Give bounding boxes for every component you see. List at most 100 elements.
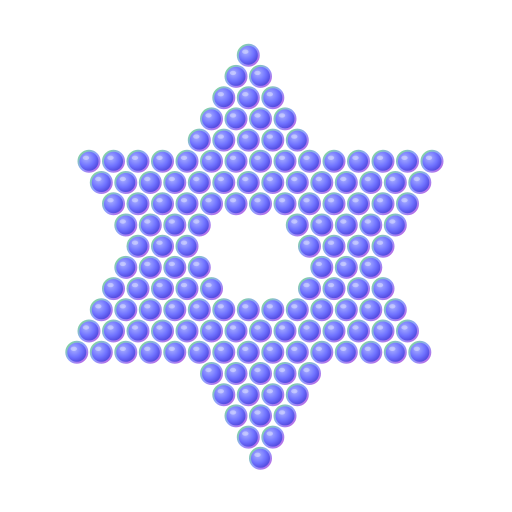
bead bbox=[236, 383, 260, 407]
bead-shine bbox=[389, 346, 396, 351]
bead bbox=[102, 149, 125, 173]
bead-group bbox=[65, 43, 444, 470]
bead-shine bbox=[242, 176, 249, 182]
bead-shine bbox=[217, 176, 224, 182]
bead bbox=[175, 149, 199, 173]
bead-shine bbox=[266, 304, 273, 309]
bead-shine bbox=[315, 304, 322, 309]
bead-shine bbox=[156, 325, 163, 330]
bead-shine bbox=[131, 240, 139, 245]
bead bbox=[420, 149, 444, 173]
bead-shine bbox=[266, 176, 273, 182]
bead-shine bbox=[107, 325, 114, 330]
bead-shine bbox=[156, 282, 163, 288]
bead bbox=[249, 64, 272, 88]
bead bbox=[138, 213, 162, 237]
bead-shine bbox=[107, 198, 114, 203]
bead bbox=[396, 319, 419, 343]
bead-shine bbox=[401, 325, 408, 330]
bead bbox=[371, 319, 395, 343]
bead bbox=[334, 298, 358, 322]
bead-shine bbox=[229, 410, 237, 415]
bead bbox=[224, 404, 248, 428]
bead-shine bbox=[168, 176, 175, 182]
bead bbox=[322, 234, 346, 258]
bead-shine bbox=[352, 198, 359, 203]
bead-shine bbox=[315, 261, 322, 267]
bead bbox=[334, 340, 358, 364]
bead bbox=[310, 340, 334, 364]
bead bbox=[200, 107, 223, 131]
bead bbox=[273, 362, 297, 385]
bead bbox=[102, 277, 125, 301]
bead bbox=[224, 149, 248, 173]
bead bbox=[187, 171, 211, 194]
bead-shine bbox=[205, 367, 212, 373]
bead-shine bbox=[254, 367, 261, 373]
bead bbox=[224, 192, 248, 216]
bead-shine bbox=[389, 219, 396, 224]
bead bbox=[175, 234, 199, 258]
bead bbox=[151, 234, 174, 258]
bead-shine bbox=[340, 346, 347, 351]
bead-shine bbox=[131, 155, 139, 160]
bead-shine bbox=[315, 219, 322, 224]
bead bbox=[334, 171, 358, 194]
bead bbox=[138, 255, 162, 279]
bead bbox=[89, 340, 113, 364]
bead-shine bbox=[278, 367, 286, 373]
bead-shine bbox=[278, 325, 286, 330]
bead-shine bbox=[425, 155, 433, 160]
bead-shine bbox=[193, 346, 200, 351]
bead-shine bbox=[364, 346, 371, 351]
bead bbox=[224, 362, 248, 385]
bead-shine bbox=[95, 304, 102, 309]
bead-shine bbox=[144, 346, 151, 351]
bead-shine bbox=[315, 346, 322, 351]
bead-shine bbox=[107, 155, 114, 160]
bead-shine bbox=[180, 198, 188, 203]
bead bbox=[224, 107, 248, 131]
bead bbox=[175, 277, 199, 301]
bead bbox=[347, 277, 370, 301]
bead-shine bbox=[70, 346, 78, 351]
bead bbox=[236, 425, 260, 449]
bead-shine bbox=[401, 198, 408, 203]
bead bbox=[236, 43, 260, 67]
bead-shine bbox=[95, 176, 102, 182]
bead bbox=[359, 340, 383, 364]
bead-shine bbox=[144, 176, 151, 182]
bead-shine bbox=[254, 410, 261, 415]
bead-shine bbox=[180, 240, 188, 245]
bead-shine bbox=[119, 176, 127, 182]
bead bbox=[236, 171, 260, 194]
bead-shine bbox=[193, 261, 200, 267]
bead bbox=[126, 277, 150, 301]
bead bbox=[114, 171, 138, 194]
bead bbox=[408, 340, 432, 364]
bead bbox=[126, 319, 150, 343]
bead-shine bbox=[327, 198, 335, 203]
bead bbox=[126, 149, 150, 173]
bead bbox=[200, 149, 223, 173]
bead bbox=[322, 192, 346, 216]
bead-shine bbox=[242, 346, 249, 351]
bead-shine bbox=[278, 410, 286, 415]
bead bbox=[249, 192, 272, 216]
bead-shine bbox=[180, 325, 188, 330]
bead-shine bbox=[119, 346, 127, 351]
bead-shine bbox=[389, 304, 396, 309]
bead-shine bbox=[217, 389, 224, 394]
bead bbox=[359, 213, 383, 237]
bead-shine bbox=[156, 240, 163, 245]
bead-shine bbox=[254, 325, 261, 330]
bead-shine bbox=[254, 155, 261, 160]
bead bbox=[249, 149, 272, 173]
bead-shine bbox=[266, 92, 273, 97]
bead-shine bbox=[303, 325, 310, 330]
bead bbox=[138, 298, 162, 322]
bead bbox=[212, 298, 236, 322]
bead bbox=[359, 255, 383, 279]
bead bbox=[249, 362, 272, 385]
bead bbox=[383, 298, 407, 322]
